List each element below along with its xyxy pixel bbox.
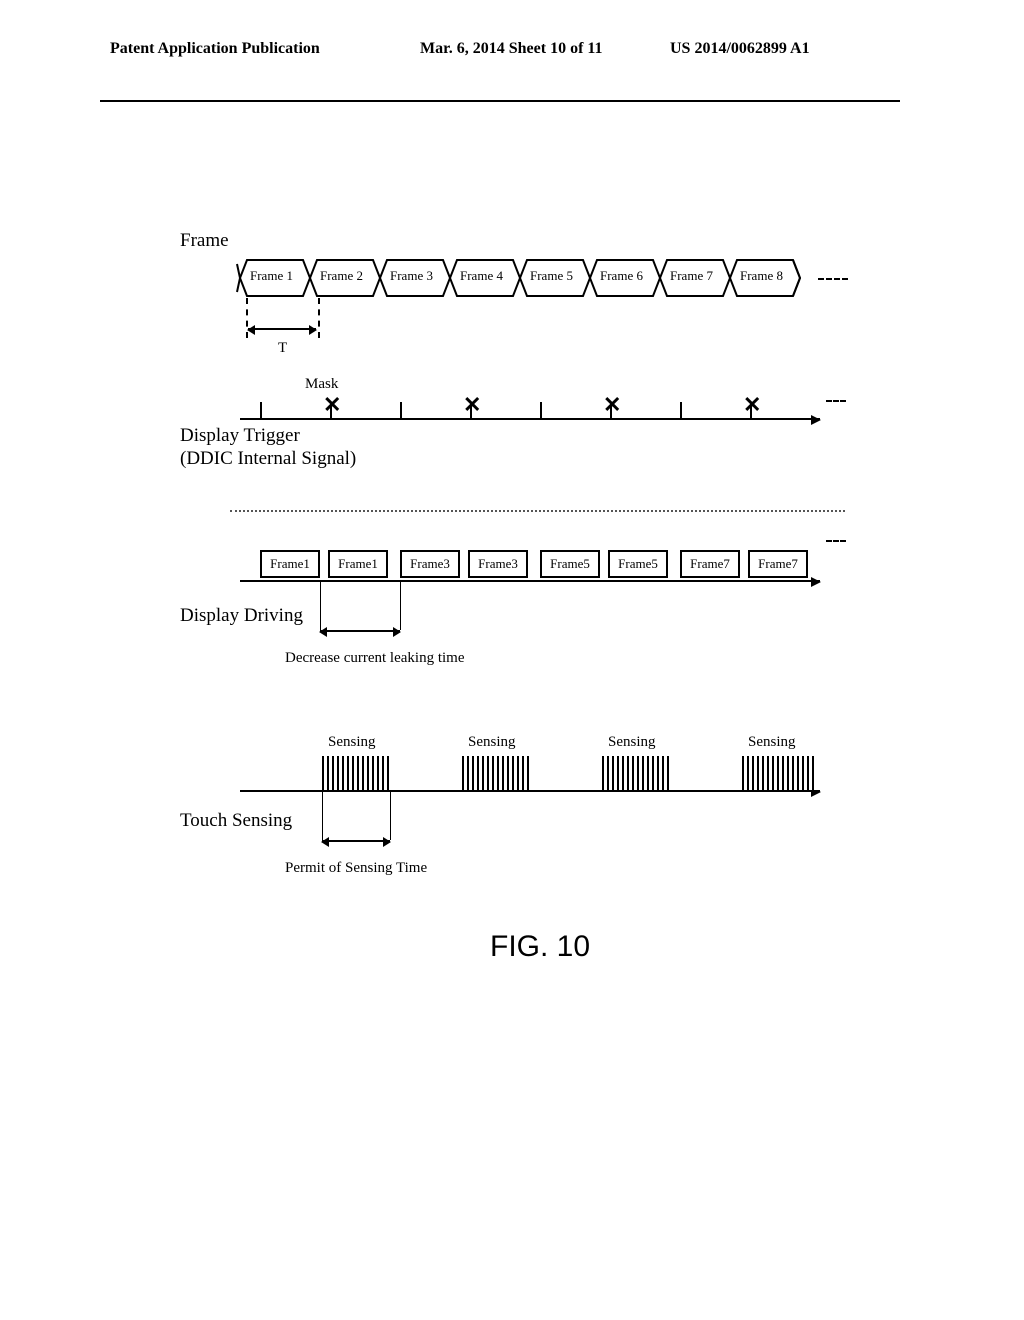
trigger-tick (260, 402, 262, 418)
header-left: Patent Application Publication (110, 40, 320, 58)
frame-row-label: Frame (180, 230, 229, 252)
header-mid: Mar. 6, 2014 Sheet 10 of 11 (420, 40, 603, 58)
permit-tick-right (390, 792, 391, 840)
frame-hex-label: Frame 2 (320, 268, 363, 284)
sensing-label: Sensing (468, 734, 516, 751)
trigger-tick (400, 402, 402, 418)
trigger-tick (540, 402, 542, 418)
t-period-arrow (248, 328, 316, 330)
display-driving-label: Display Driving (180, 605, 303, 627)
t-dash-right (318, 298, 320, 338)
header-rule (100, 100, 900, 102)
display-driving-frame-box: Frame5 (540, 550, 600, 578)
frame-hex-label: Frame 8 (740, 268, 783, 284)
sensing-block (742, 756, 817, 790)
frame-hex-label: Frame 3 (390, 268, 433, 284)
leak-arrow (320, 630, 400, 632)
display-driving-frame-box: Frame3 (468, 550, 528, 578)
display-driving-frame-box: Frame3 (400, 550, 460, 578)
display-driving-frame-box: Frame7 (680, 550, 740, 578)
sensing-block (322, 756, 390, 790)
sensing-label: Sensing (748, 734, 796, 751)
mask-x-icon: ✕ (743, 392, 761, 418)
frame-hex-label: Frame 4 (460, 268, 503, 284)
row-separator (230, 510, 845, 512)
frame-continuation-dash (818, 278, 848, 280)
trigger-axis (240, 418, 820, 420)
frame-hex-label: Frame 6 (600, 268, 643, 284)
mask-x-icon: ✕ (463, 392, 481, 418)
figure-10: Frame Frame 1 Frame 2 Frame 3 Frame 4 Frame … (180, 200, 820, 1060)
mask-x-icon: ✕ (603, 392, 621, 418)
display-driving-frame-box: Frame1 (260, 550, 320, 578)
frame-hex-label: Frame 5 (530, 268, 573, 284)
permit-label: Permit of Sensing Time (285, 860, 427, 877)
touch-axis (240, 790, 820, 792)
frame-hex-label: Frame 7 (670, 268, 713, 284)
permit-arrow (322, 840, 390, 842)
trigger-tick (680, 402, 682, 418)
display-driving-axis (240, 580, 820, 582)
dd-continuation (826, 540, 846, 542)
leak-label: Decrease current leaking time (285, 650, 465, 667)
mask-x-icon: ✕ (323, 392, 341, 418)
sensing-label: Sensing (608, 734, 656, 751)
display-driving-frame-box: Frame5 (608, 550, 668, 578)
display-driving-frame-box: Frame1 (328, 550, 388, 578)
leak-tick-left (320, 582, 321, 630)
leak-tick-right (400, 582, 401, 630)
permit-tick-left (322, 792, 323, 840)
frame-hex-label: Frame 1 (250, 268, 293, 284)
touch-label: Touch Sensing (180, 810, 292, 832)
display-driving-frame-box: Frame7 (748, 550, 808, 578)
trigger-label: Display Trigger (180, 425, 300, 447)
sensing-block (462, 756, 530, 790)
sensing-label: Sensing (328, 734, 376, 751)
figure-caption: FIG. 10 (490, 930, 590, 964)
sensing-block (602, 756, 670, 790)
t-label: T (278, 340, 287, 357)
trigger-continuation (826, 400, 846, 402)
mask-label: Mask (305, 376, 338, 393)
header-right: US 2014/0062899 A1 (670, 40, 810, 58)
trigger-sublabel: (DDIC Internal Signal) (180, 448, 356, 470)
